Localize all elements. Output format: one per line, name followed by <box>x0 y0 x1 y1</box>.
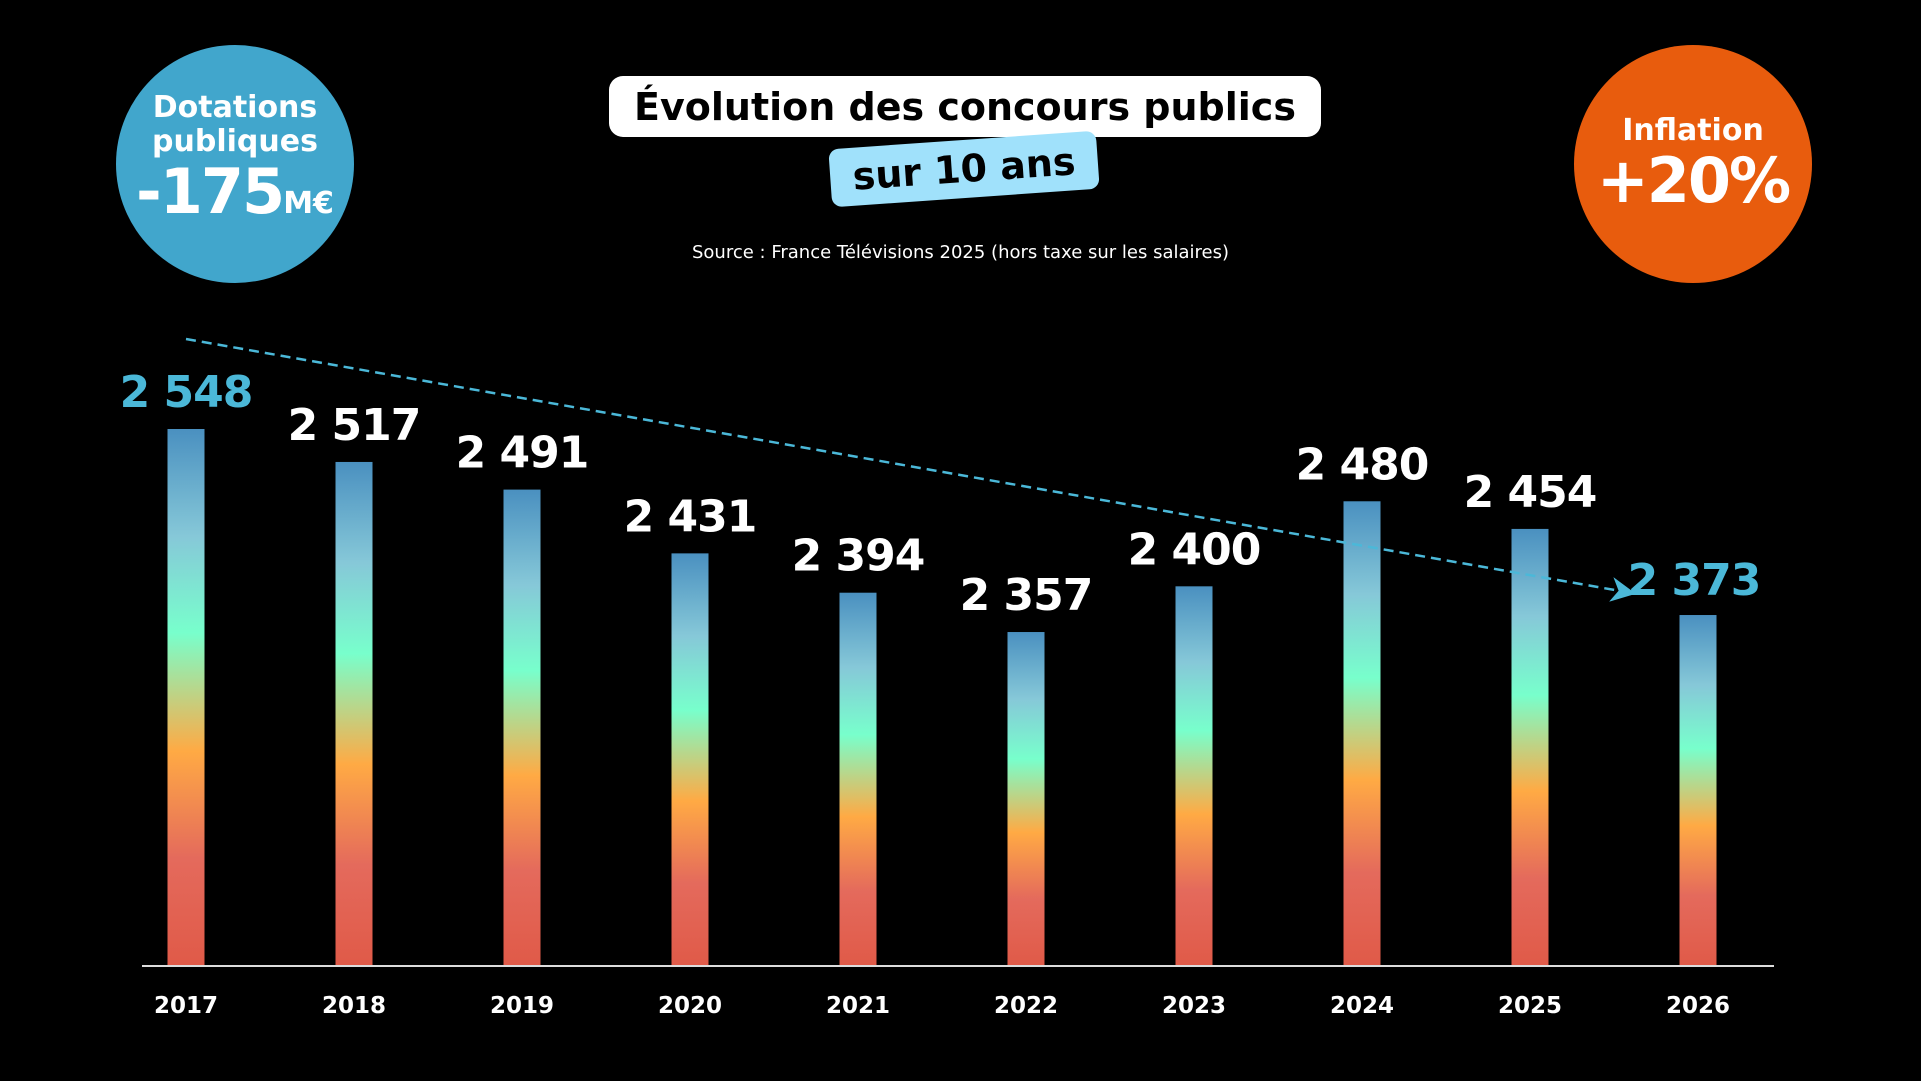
bar-2026 <box>1679 615 1717 966</box>
x-tick-label: 2023 <box>1162 993 1226 1019</box>
x-tick-label: 2018 <box>322 993 386 1019</box>
bar-2019 <box>503 489 541 966</box>
inflation-badge: Inflation +20% <box>1574 45 1812 283</box>
badge-value: +20% <box>1596 144 1791 217</box>
value-label: 2 394 <box>792 531 925 582</box>
value-label: 2 400 <box>1128 524 1261 575</box>
source-note: Source : France Télévisions 2025 (hors t… <box>691 242 1229 263</box>
badge-unit: M€ <box>283 186 334 221</box>
badge-number: -175 <box>136 155 285 228</box>
x-tick-label: 2020 <box>658 993 722 1019</box>
trend-line <box>185 337 1636 602</box>
x-tick-label: 2025 <box>1498 993 1562 1019</box>
x-tick-label: 2024 <box>1330 993 1394 1019</box>
bar-2020 <box>671 553 709 966</box>
bar-2018 <box>335 461 373 966</box>
public-funding-badge: Dotations publiques -175M€ <box>116 45 354 283</box>
x-tick-label: 2017 <box>154 993 218 1019</box>
value-label: 2 517 <box>288 400 421 451</box>
chart-title: Évolution des concours publics <box>609 76 1321 137</box>
value-label: 2 431 <box>624 491 757 542</box>
x-tick-label: 2019 <box>490 993 554 1019</box>
x-tick-label: 2022 <box>994 993 1058 1019</box>
bar-2024 <box>1343 501 1381 966</box>
bar-2021 <box>839 592 877 966</box>
x-tick-label: 2021 <box>826 993 890 1019</box>
value-label: 2 491 <box>456 428 589 479</box>
bar-2022 <box>1007 632 1045 966</box>
x-tick-label: 2026 <box>1666 993 1730 1019</box>
bar-2017 <box>167 429 205 966</box>
bar-2023 <box>1175 586 1213 966</box>
badge-line2: publiques <box>152 124 318 159</box>
value-label: 2 357 <box>960 570 1093 621</box>
value-label: 2 480 <box>1296 439 1429 490</box>
value-label: 2 454 <box>1464 467 1597 518</box>
badge-value: -175M€ <box>136 159 334 237</box>
value-label: 2 373 <box>1628 555 1761 606</box>
bar-2025 <box>1511 528 1549 966</box>
value-label: 2 548 <box>120 367 253 418</box>
badge-line1: Dotations <box>152 90 318 125</box>
badge-line1: Inflation <box>1622 113 1764 148</box>
